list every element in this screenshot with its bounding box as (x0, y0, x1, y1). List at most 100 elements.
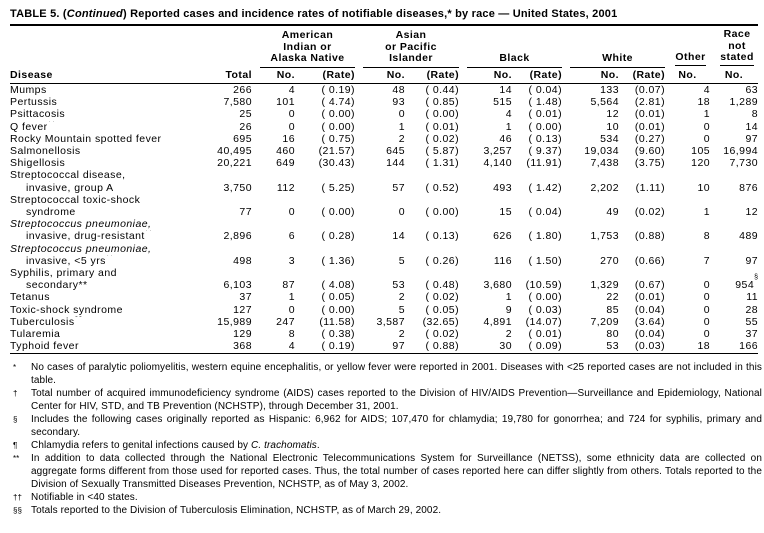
cell-api-no: 0 (398, 108, 405, 121)
cell-total: 77 (239, 206, 252, 219)
cell-aian-no: 8 (288, 328, 295, 341)
cell-black-rate: (14.07) (525, 315, 563, 328)
disease-name: Shigellosis (10, 157, 66, 170)
table-row: secondary** 6,103 87 ( 4.08) 53 ( 0.48) 3,680 (… (10, 274, 758, 292)
footnote-text: Totals reported to the Division of Tuber… (31, 505, 442, 517)
cell-aian-rate: ( 0.28) (321, 230, 355, 243)
cell-black-rate: ( 0.04) (528, 84, 563, 96)
cell-aian-rate: (30.43) (318, 157, 355, 170)
cell-total: 7,580 (223, 96, 252, 109)
cell-other-no: 120 (691, 157, 711, 170)
table-row: Streptococcus pneumoniae, (10, 243, 758, 255)
footnote: §§ Totals reported to the Division of Tub… (10, 504, 762, 517)
cell-total: 266 (233, 84, 252, 96)
disease-name: secondary** (26, 279, 88, 292)
cell-race-not-stated-no: 7,730 (729, 157, 759, 170)
col-group-black: Black (459, 29, 563, 68)
cell-api-no: 48 (392, 84, 405, 96)
group-label-line: or Pacific Islander (385, 40, 437, 64)
cell-other-no: 0 (703, 303, 711, 316)
cell-black-no: 30 (459, 340, 513, 355)
cell-total: 20,221 (217, 157, 252, 170)
cell-white-rate: (3.64) (634, 315, 666, 328)
footnote: † Total number of acquired immunodeficien… (10, 387, 762, 413)
cell-total: 3,750 (223, 181, 252, 194)
cell-white-no: 49 (606, 206, 620, 219)
cell-api-no: 93 (392, 96, 405, 109)
cell-api-rate: ( 0.02) (425, 132, 460, 145)
footnote-text: Notifiable in <40 states. (31, 492, 138, 504)
table-row: invasive, group A 3,750 112 ( 5.25) 57 ( 0.52… (10, 182, 758, 194)
cell-total: 26 (239, 120, 252, 133)
col-group-race-not-stated: Race not stated (710, 28, 758, 68)
cell-api-no: 0 (398, 206, 405, 219)
footnote-text: Chlamydia refers to genital infections c… (31, 440, 252, 452)
cell-white-no: 19,034 (584, 145, 620, 158)
cell-white-no: 80 (606, 328, 620, 341)
cell-total: 25 (239, 108, 252, 121)
cell-black-no: 626 (493, 230, 513, 243)
table-title-part2: ) Reported cases and incidence rates of … (122, 8, 618, 20)
cell-aian-no: 112 (276, 181, 295, 194)
table-row: Rocky Mountain spotted fever 695 16 ( 0.75)… (10, 133, 758, 145)
cell-white-no: 85 (606, 303, 620, 316)
table-title-continued: Continued (66, 8, 123, 20)
cell-api-rate: ( 1.31) (425, 157, 460, 170)
cell-race-not-stated-no: 1,289 (729, 96, 759, 109)
cell-black-no: 14 (499, 84, 513, 96)
cell-total: 129 (233, 328, 252, 341)
cell-aian-no: 0 (288, 206, 295, 219)
cell-api-no: 2 (398, 328, 405, 341)
cell-aian-no: 1 (288, 291, 295, 304)
col-header-aian-no: No. (252, 67, 295, 84)
cell-black-rate: (11.91) (526, 157, 563, 170)
table-row: Tuberculosis§§ 15,989 247 (11.58) 3,587 (32.6… (10, 316, 758, 328)
cell-white-rate: (3.75) (634, 157, 666, 170)
cell-white-rate: (0.88) (634, 230, 666, 243)
cell-white-rate: (0.07) (634, 84, 666, 96)
cell-white-no: 133 (600, 84, 620, 96)
cell-white-no: 12 (606, 108, 620, 121)
table-header: Disease Total American Indian or Alaska … (10, 28, 759, 84)
table-row: Q fever†† 26 0 ( 0.00) 1 ( 0.01) 1 ( 0.00) 10 (0.… (10, 121, 758, 133)
cell-total: 6,103 (223, 279, 252, 292)
footnote: †† Notifiable in <40 states. (10, 491, 762, 504)
footnote-text: C. trachomatis (251, 440, 317, 452)
footnote-text: No cases of paralytic poliomyelitis, wes… (31, 362, 762, 387)
cell-aian-no: 649 (276, 157, 295, 170)
cell-aian-rate: ( 1.36) (321, 254, 355, 267)
cell-aian-rate: ( 0.19) (295, 340, 355, 355)
cell-black-rate: ( 0.01) (528, 328, 563, 341)
table-row: invasive, <5 yrs†† 498 3 ( 1.36) 5 ( 0.26) 116… (10, 255, 758, 267)
table-row: Mumps 266 4 ( 0.19) 48 ( 0.44) 14 ( 0.04) 133 (0.… (10, 84, 758, 97)
cell-aian-no: 0 (288, 108, 295, 121)
cell-aian-no: 0 (288, 120, 295, 133)
table-row: Streptococcal toxic-shock (10, 194, 758, 206)
cell-race-not-stated-no: 8 (751, 108, 759, 121)
cell-black-no: 4,891 (483, 315, 513, 328)
cell-api-no: 144 (386, 157, 405, 170)
cell-aian-no: 3 (288, 254, 295, 267)
footnote-text: . (316, 440, 320, 452)
cell-black-no: 2 (505, 328, 513, 341)
cell-white-no: 7,438 (590, 157, 620, 170)
table-row: Tularemia 129 8 ( 0.38) 2 ( 0.02) 2 ( 0.01) 80 (0… (10, 328, 758, 340)
cell-black-rate: ( 1.50) (528, 254, 563, 267)
footnote-text: In addition to data collected through th… (31, 453, 762, 491)
cell-api-rate: ( 0.01) (425, 120, 460, 133)
cell-black-rate: ( 0.13) (528, 132, 563, 145)
disease-name: Pertussis (10, 96, 58, 109)
group-label-line: Black (499, 52, 530, 64)
header-sub-row: No. (Rate) No. (Rate) No. (Rate) No. (Ra… (10, 67, 759, 84)
cell-api-rate: ( 0.05) (425, 303, 460, 316)
cell-api-no: 53 (392, 279, 405, 292)
cell-race-not-stated-no: 166 (710, 340, 759, 355)
group-label-line: Other (675, 51, 706, 66)
cell-black-rate: (10.59) (525, 279, 563, 292)
disease-name: syndrome (26, 206, 76, 219)
disease-name: invasive, drug-resistant†† (26, 230, 153, 243)
cell-aian-rate: ( 4.08) (321, 279, 355, 292)
cell-aian-no: 16 (282, 132, 295, 145)
cell-api-rate: ( 0.44) (425, 84, 460, 96)
cell-api-rate: ( 0.26) (425, 254, 460, 267)
